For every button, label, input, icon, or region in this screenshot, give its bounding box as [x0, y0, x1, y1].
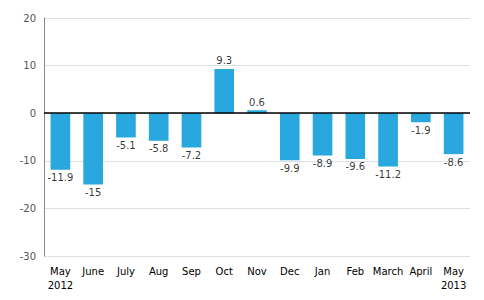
svg-text:2012: 2012: [48, 280, 73, 291]
svg-text:-30: -30: [20, 251, 36, 262]
svg-text:-5.1: -5.1: [116, 140, 136, 151]
svg-text:-11.9: -11.9: [47, 172, 73, 183]
svg-text:10: 10: [23, 60, 36, 71]
svg-text:Feb: Feb: [346, 266, 364, 277]
svg-text:-8.9: -8.9: [313, 158, 333, 169]
svg-text:-9.6: -9.6: [346, 161, 366, 172]
svg-text:Dec: Dec: [280, 266, 299, 277]
svg-text:Sep: Sep: [182, 266, 201, 277]
svg-text:June: June: [81, 266, 104, 277]
svg-text:-20: -20: [20, 203, 36, 214]
svg-text:20: 20: [23, 13, 36, 24]
svg-text:July: July: [116, 266, 135, 277]
svg-text:April: April: [409, 266, 432, 277]
svg-text:-1.9: -1.9: [411, 125, 431, 136]
svg-text:-11.2: -11.2: [375, 169, 401, 180]
svg-text:9.3: 9.3: [216, 55, 232, 66]
svg-text:Jan: Jan: [314, 266, 330, 277]
svg-text:0: 0: [30, 108, 36, 119]
svg-text:2013: 2013: [441, 280, 466, 291]
svg-text:-15: -15: [85, 187, 101, 198]
svg-text:Nov: Nov: [247, 266, 267, 277]
svg-text:-8.6: -8.6: [444, 157, 464, 168]
svg-text:May: May: [443, 266, 464, 277]
svg-text:-5.8: -5.8: [149, 143, 169, 154]
svg-text:May: May: [50, 266, 71, 277]
svg-text:0.6: 0.6: [249, 97, 265, 108]
svg-text:-9.9: -9.9: [280, 163, 300, 174]
svg-text:March: March: [373, 266, 403, 277]
svg-text:-7.2: -7.2: [182, 150, 202, 161]
svg-text:Oct: Oct: [216, 266, 233, 277]
svg-text:-10: -10: [20, 155, 36, 166]
svg-text:Aug: Aug: [149, 266, 169, 277]
